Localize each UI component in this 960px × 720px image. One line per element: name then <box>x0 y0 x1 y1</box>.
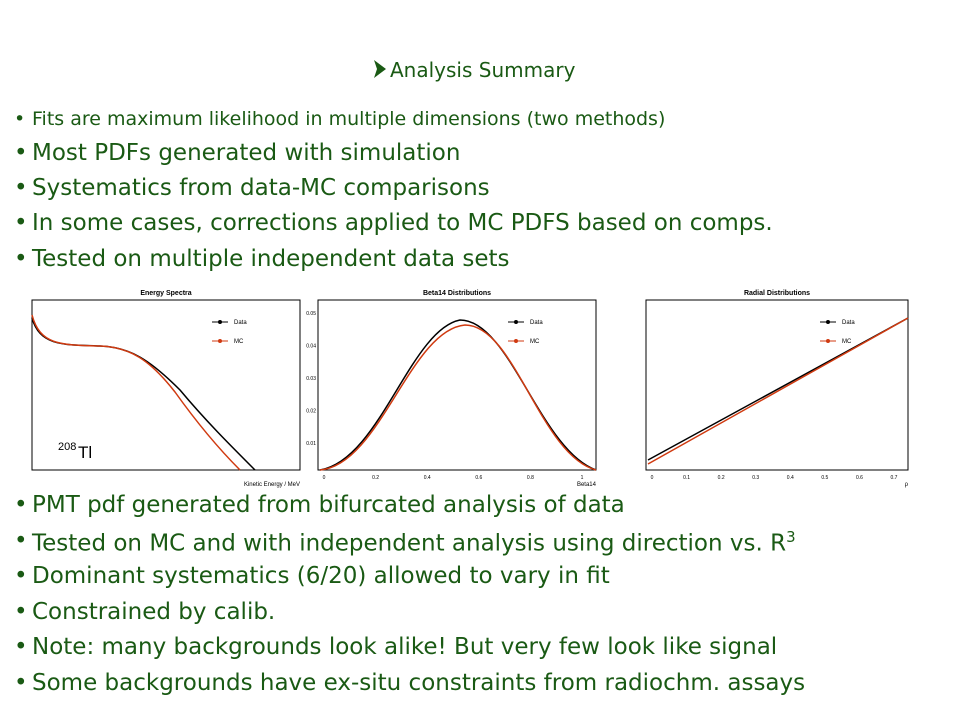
x-tick-label: 0.3 <box>752 475 759 481</box>
bullet-text: Tested on multiple independent data sets <box>32 246 510 272</box>
bullet-text: Most PDFs generated with simulation <box>32 140 460 166</box>
bullet-text: Constrained by calib. <box>32 599 275 625</box>
superscript: 3 <box>786 527 796 546</box>
bullet-line: Most PDFs generated with simulation <box>32 140 461 166</box>
x-axis-label: Kinetic Energy / MeV <box>244 482 300 488</box>
x-tick-label: 0 <box>323 475 326 481</box>
x-tick-label: 0.8 <box>527 475 534 481</box>
bullet-text: Dominant systematics (6/20) allowed to v… <box>32 563 610 589</box>
y-tick-label: 0.05 <box>306 311 316 317</box>
bullet-line: Note: many backgrounds look alike! But v… <box>32 634 778 660</box>
arrow-icon <box>374 60 386 78</box>
curve <box>31 314 241 471</box>
bullet-line: In some cases, corrections applied to MC… <box>32 210 773 236</box>
bullet-dot: • <box>14 598 28 625</box>
y-tick-label: 0.02 <box>306 409 316 415</box>
bullet-text: Tested on MC and with independent analys… <box>32 528 796 557</box>
annotation: Tl <box>78 443 92 462</box>
bullet-dot: • <box>14 492 28 518</box>
bullet-dot: • <box>14 669 28 696</box>
bullet-line: Tested on MC and with independent analys… <box>32 530 787 557</box>
x-tick-label: 1 <box>581 475 584 481</box>
bullet-dot: • <box>14 246 28 272</box>
legend-label: Data <box>234 320 247 326</box>
bullet-text: Note: many backgrounds look alike! But v… <box>32 634 777 660</box>
curve <box>319 319 597 471</box>
bullet-line: PMT pdf generated from bifurcated analys… <box>32 492 625 518</box>
bullet-line: Tested on multiple independent data sets <box>32 246 510 272</box>
plot-title: Radial Distributions <box>744 290 810 297</box>
plot-frame <box>317 299 597 471</box>
heading: Analysis Summary <box>390 58 576 82</box>
bullet-line: Dominant systematics (6/20) allowed to v… <box>32 563 610 589</box>
bullet-text: Fits are maximum likelihood in multiple … <box>32 108 665 130</box>
bullet-line: Fits are maximum likelihood in multiple … <box>32 108 666 130</box>
x-tick-label: 0.4 <box>424 475 431 481</box>
bullet-text: In some cases, corrections applied to MC… <box>32 210 773 236</box>
bullet-dot: • <box>14 563 28 589</box>
legend-label: Data <box>842 320 855 326</box>
bullet-dot: • <box>14 140 28 166</box>
bullet-dot: • <box>14 175 28 201</box>
x-tick-label: 0.2 <box>372 475 379 481</box>
x-axis-label: ρ <box>905 482 909 488</box>
x-tick-label: 0.4 <box>787 475 794 481</box>
bullet-text: Systematics from data-MC comparisons <box>32 175 490 201</box>
x-tick-label: 0.6 <box>475 475 482 481</box>
bullet-text: Some backgrounds have ex-situ constraint… <box>32 670 805 696</box>
plot-title: Energy Spectra <box>140 290 191 297</box>
plot-title: Beta14 Distributions <box>423 290 491 297</box>
bullet-text: PMT pdf generated from bifurcated analys… <box>32 492 625 518</box>
y-tick-label: 0.03 <box>306 376 316 382</box>
x-tick-label: 0 <box>651 475 654 481</box>
plot-frame <box>31 299 301 471</box>
x-tick-label: 0.2 <box>718 475 725 481</box>
legend-marker <box>218 320 222 324</box>
legend-marker <box>826 320 830 324</box>
legend-marker <box>826 339 830 343</box>
y-tick-label: 0.04 <box>306 344 316 350</box>
bullet-line: Constrained by calib. <box>32 598 276 625</box>
legend-label: Data <box>530 320 543 326</box>
legend-marker <box>218 339 222 343</box>
x-tick-label: 0.5 <box>821 475 828 481</box>
legend-label: MC <box>842 339 852 345</box>
bullet-line: Systematics from data-MC comparisons <box>32 175 490 201</box>
legend-label: MC <box>530 339 540 345</box>
x-tick-label: 0.7 <box>891 475 898 481</box>
plot-frame <box>645 299 909 471</box>
bullet-dot: • <box>14 527 28 554</box>
legend-marker <box>514 339 518 343</box>
x-tick-label: 0.1 <box>683 475 690 481</box>
legend-marker <box>514 320 518 324</box>
legend-label: MC <box>234 339 244 345</box>
x-tick-label: 0.6 <box>856 475 863 481</box>
x-axis-label: Beta14 <box>577 482 597 488</box>
bullet-line: Some backgrounds have ex-situ constraint… <box>32 669 806 696</box>
curve <box>647 317 909 465</box>
y-tick-label: 0.01 <box>306 441 316 447</box>
curve <box>319 324 597 471</box>
bullet-dot: • <box>14 634 28 660</box>
bullet-dot: • <box>14 108 26 130</box>
bullet-dot: • <box>14 210 28 236</box>
annotation-sup: 208 <box>58 441 76 453</box>
